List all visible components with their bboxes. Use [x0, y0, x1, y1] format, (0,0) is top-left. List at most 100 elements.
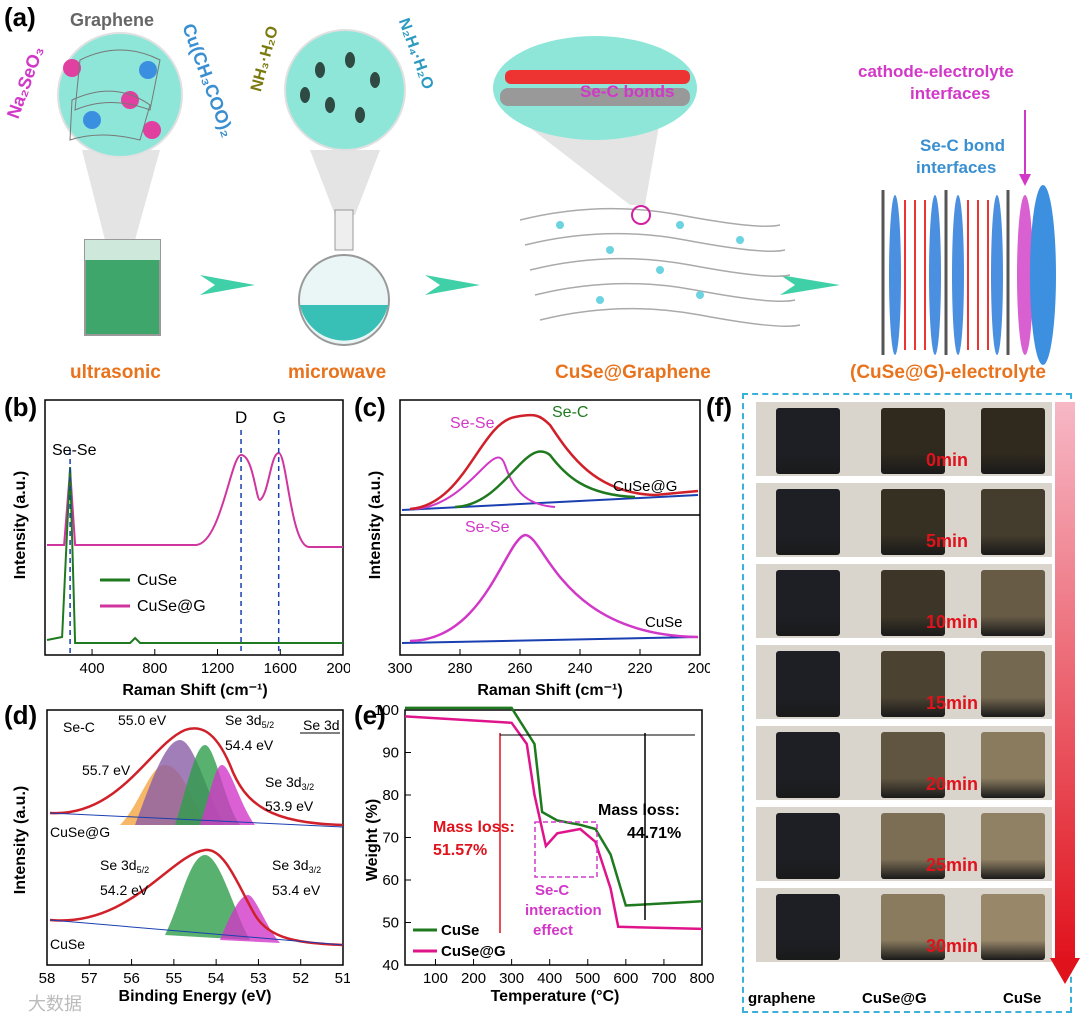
x-tick-label: 300 [387, 660, 412, 677]
vial [881, 813, 945, 879]
vial [881, 732, 945, 798]
y-tick-label: 90 [382, 745, 399, 762]
y-tick-label: 70 [382, 830, 399, 847]
x-tick-label: 55 [166, 970, 183, 987]
sec-annotation: Se-C [63, 719, 95, 735]
panel-c-label: (c) [354, 392, 386, 422]
s32b-annotation: Se 3d3/2 [272, 857, 321, 875]
sec-annotation: Se-C [552, 404, 588, 421]
vial [981, 732, 1045, 798]
e557-annotation: 55.7 eV [82, 762, 131, 778]
x-tick-label: 220 [627, 660, 652, 677]
x-tick-label: 200 [687, 660, 710, 677]
vial [981, 813, 1045, 879]
x-tick-label: 800 [142, 660, 167, 677]
cusg-fit-line [49, 727, 344, 827]
time-label: 0min [926, 450, 969, 470]
sec-interfaces-label: interfaces [916, 158, 997, 177]
x-tick-label: 200 [461, 970, 486, 987]
cusg-curve-label: CuSe@G [613, 478, 677, 495]
mass-loss-1-label: Mass loss: [433, 819, 515, 836]
panel-d-chart: Se 3d 58 57 56 55 54 53 52 51 Se-C 55.0 eV Se 3… [12, 709, 350, 1005]
interaction-box [534, 821, 598, 878]
interaction-label-2: interaction [525, 902, 602, 919]
watermark: 大数据 [28, 994, 82, 1014]
panel-a-label: (a) [4, 2, 36, 32]
series-cuse-g-line [404, 715, 703, 931]
x-tick-label: 2000 [326, 660, 350, 677]
interface-scheme-icon [881, 110, 1056, 365]
vial [776, 894, 840, 960]
cusg-baseline [401, 494, 699, 511]
cuse-curve-label: CuSe [645, 614, 683, 631]
step-cuse-graphene: CuSe@Graphene [555, 362, 711, 383]
x-axis-label: Raman Shift (cm⁻¹) [122, 682, 267, 699]
x-tick-label: 57 [81, 970, 98, 987]
x-axis-label: Binding Energy (eV) [119, 988, 272, 1005]
cone-1 [82, 150, 160, 240]
sample-cuse: CuSe [1003, 990, 1042, 1007]
sese-annotation: Se-Se [450, 415, 495, 432]
y-axis-label: Intensity (a.u.) [12, 786, 29, 894]
x-tick-label: 56 [123, 970, 140, 987]
y-tick-label: 40 [382, 957, 399, 974]
g-annotation: G [273, 408, 286, 427]
legend-cuse: CuSe [137, 572, 177, 589]
photo-10min: 10min [756, 564, 1052, 638]
x-tick-label: 600 [613, 970, 638, 987]
cusg-sec-peak [454, 450, 636, 509]
panel-b-chart: 400 800 1200 1600 2000 Se-Se D G CuSe CuSe@G… [12, 399, 350, 699]
cusg-fit-line [409, 413, 699, 511]
x-tick-label: 500 [575, 970, 600, 987]
vial [881, 651, 945, 717]
x-tick-label: 280 [447, 660, 472, 677]
mass-loss-1-value: 51.57% [433, 842, 487, 859]
cusg-sese-peak [414, 456, 556, 510]
x-tick-label: 400 [537, 970, 562, 987]
flask-icon [334, 209, 354, 251]
x-tick-label: 260 [507, 660, 532, 677]
arrow-2-icon [425, 275, 480, 295]
s52b-annotation: Se 3d5/2 [100, 857, 149, 875]
x-tick-label: 240 [567, 660, 592, 677]
e542-annotation: 54.2 eV [100, 882, 149, 898]
photo-15min: 15min [756, 645, 1052, 719]
x-tick-label: 100 [423, 970, 448, 987]
vial [776, 570, 840, 636]
time-label: 30min [926, 936, 979, 956]
y-axis-label: Intensity (a.u.) [367, 471, 384, 579]
x-tick-label: 53 [250, 970, 267, 987]
time-label: 25min [926, 855, 979, 875]
time-arrow-head-icon [1050, 958, 1080, 984]
vial [981, 489, 1045, 555]
x-tick-label: 700 [651, 970, 676, 987]
cu-ion [139, 61, 157, 79]
vial [776, 813, 840, 879]
step-ultrasonic: ultrasonic [70, 362, 161, 383]
graphene-reagent-label: Graphene [70, 10, 155, 30]
sample-graphene: graphene [748, 990, 816, 1007]
sec-bonds-label: Se-C bonds [580, 82, 675, 101]
e550-annotation: 55.0 eV [118, 712, 167, 728]
time-label: 15min [926, 693, 979, 713]
series-cuse-g-line [47, 451, 343, 548]
y-axis-label: Weight (%) [364, 799, 381, 881]
cuse-baseline [401, 636, 699, 644]
x-tick-label: 1600 [264, 660, 297, 677]
cuse-sese-peak [409, 533, 699, 643]
bubble-2 [284, 29, 406, 151]
panel-e-chart: 100 200 300 400 500 600 700 800405060708090100 … [364, 705, 715, 1005]
photo-20min: 20min [756, 726, 1052, 800]
vial [776, 489, 840, 555]
panel-a-scheme [57, 29, 1056, 365]
graphene-sheet-icon [74, 49, 161, 111]
panel-c-chart: 300 280 260 240 220 200 Se-Se Se-C Se-Se CuSe… [367, 399, 710, 699]
step-microwave: microwave [288, 362, 387, 383]
vial [981, 570, 1045, 636]
cusg-curve-label: CuSe@G [50, 824, 110, 840]
interaction-label-3: effect [533, 922, 573, 939]
d-annotation: D [235, 408, 247, 427]
cuse-fit-line [49, 848, 344, 947]
y-tick-label: 80 [382, 787, 399, 804]
legend-cuse: CuSe [441, 922, 479, 939]
